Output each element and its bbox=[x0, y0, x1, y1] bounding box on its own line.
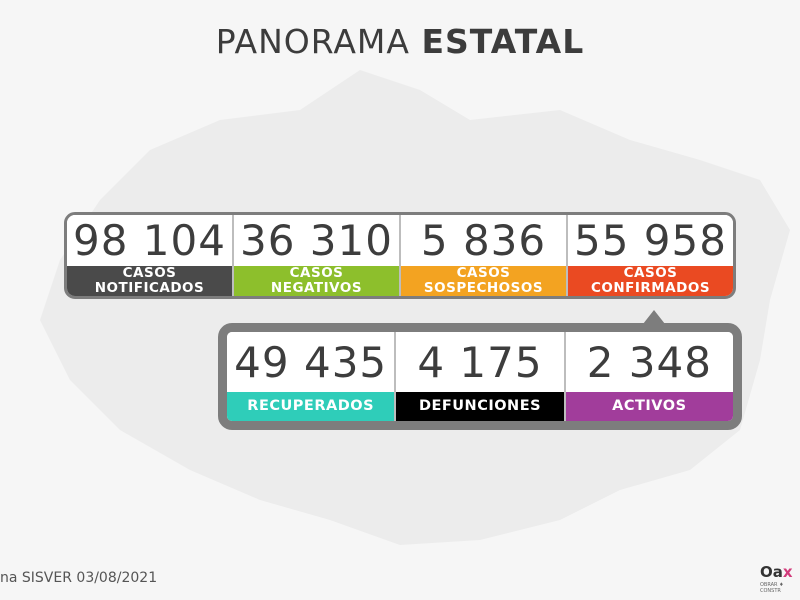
confirmed-cases-label: CASOS CONFIRMADOS bbox=[568, 266, 733, 296]
page-title: PANORAMA ESTATAL bbox=[0, 22, 800, 61]
deaths-card: 4 175 DEFUNCIONES bbox=[396, 332, 566, 421]
title-bold: ESTATAL bbox=[421, 22, 585, 61]
label-line: CONFIRMADOS bbox=[590, 280, 711, 296]
confirmed-breakdown-panel: 49 435 RECUPERADOS 4 175 DEFUNCIONES 2 3… bbox=[218, 323, 742, 430]
suspected-cases-value: 5 836 bbox=[401, 215, 566, 266]
logo-x-mark: x bbox=[782, 563, 793, 581]
logo-text: Oa bbox=[760, 563, 783, 581]
negative-cases-label: CASOS NEGATIVOS bbox=[234, 266, 399, 296]
notified-cases-label: CASOS NOTIFICADOS bbox=[67, 266, 232, 296]
active-label: ACTIVOS bbox=[565, 392, 733, 421]
negative-cases-card: 36 310 CASOS NEGATIVOS bbox=[234, 215, 401, 296]
label-line: NOTIFICADOS bbox=[94, 280, 205, 296]
negative-cases-value: 36 310 bbox=[234, 215, 399, 266]
confirmed-cases-value: 55 958 bbox=[568, 215, 733, 266]
label-line: CASOS bbox=[456, 265, 511, 281]
label-line: CASOS bbox=[122, 265, 177, 281]
recovered-value: 49 435 bbox=[227, 332, 395, 392]
active-value: 2 348 bbox=[565, 332, 733, 392]
speech-pointer-icon bbox=[643, 310, 665, 324]
label-line: SOSPECHOSOS bbox=[423, 280, 544, 296]
label-line: NEGATIVOS bbox=[270, 280, 363, 296]
active-card: 2 348 ACTIVOS bbox=[565, 332, 733, 421]
label-line: CASOS bbox=[623, 265, 678, 281]
confirmed-cases-card: 55 958 CASOS CONFIRMADOS bbox=[568, 215, 733, 296]
notified-cases-card: 98 104 CASOS NOTIFICADOS bbox=[67, 215, 234, 296]
logo-tagline: OBRAR ♦ CONSTR bbox=[760, 582, 784, 594]
suspected-cases-label: CASOS SOSPECHOSOS bbox=[401, 266, 566, 296]
oaxaca-logo: Oax bbox=[760, 563, 793, 581]
recovered-label: RECUPERADOS bbox=[227, 392, 395, 421]
title-light: PANORAMA bbox=[215, 22, 410, 61]
deaths-label: DEFUNCIONES bbox=[396, 392, 564, 421]
recovered-card: 49 435 RECUPERADOS bbox=[227, 332, 397, 421]
cases-summary-panel: 98 104 CASOS NOTIFICADOS 36 310 CASOS NE… bbox=[64, 212, 736, 299]
label-line: CASOS bbox=[289, 265, 344, 281]
source-footnote: na SISVER 03/08/2021 bbox=[0, 570, 158, 586]
deaths-value: 4 175 bbox=[396, 332, 564, 392]
notified-cases-value: 98 104 bbox=[67, 215, 232, 266]
suspected-cases-card: 5 836 CASOS SOSPECHOSOS bbox=[401, 215, 568, 296]
